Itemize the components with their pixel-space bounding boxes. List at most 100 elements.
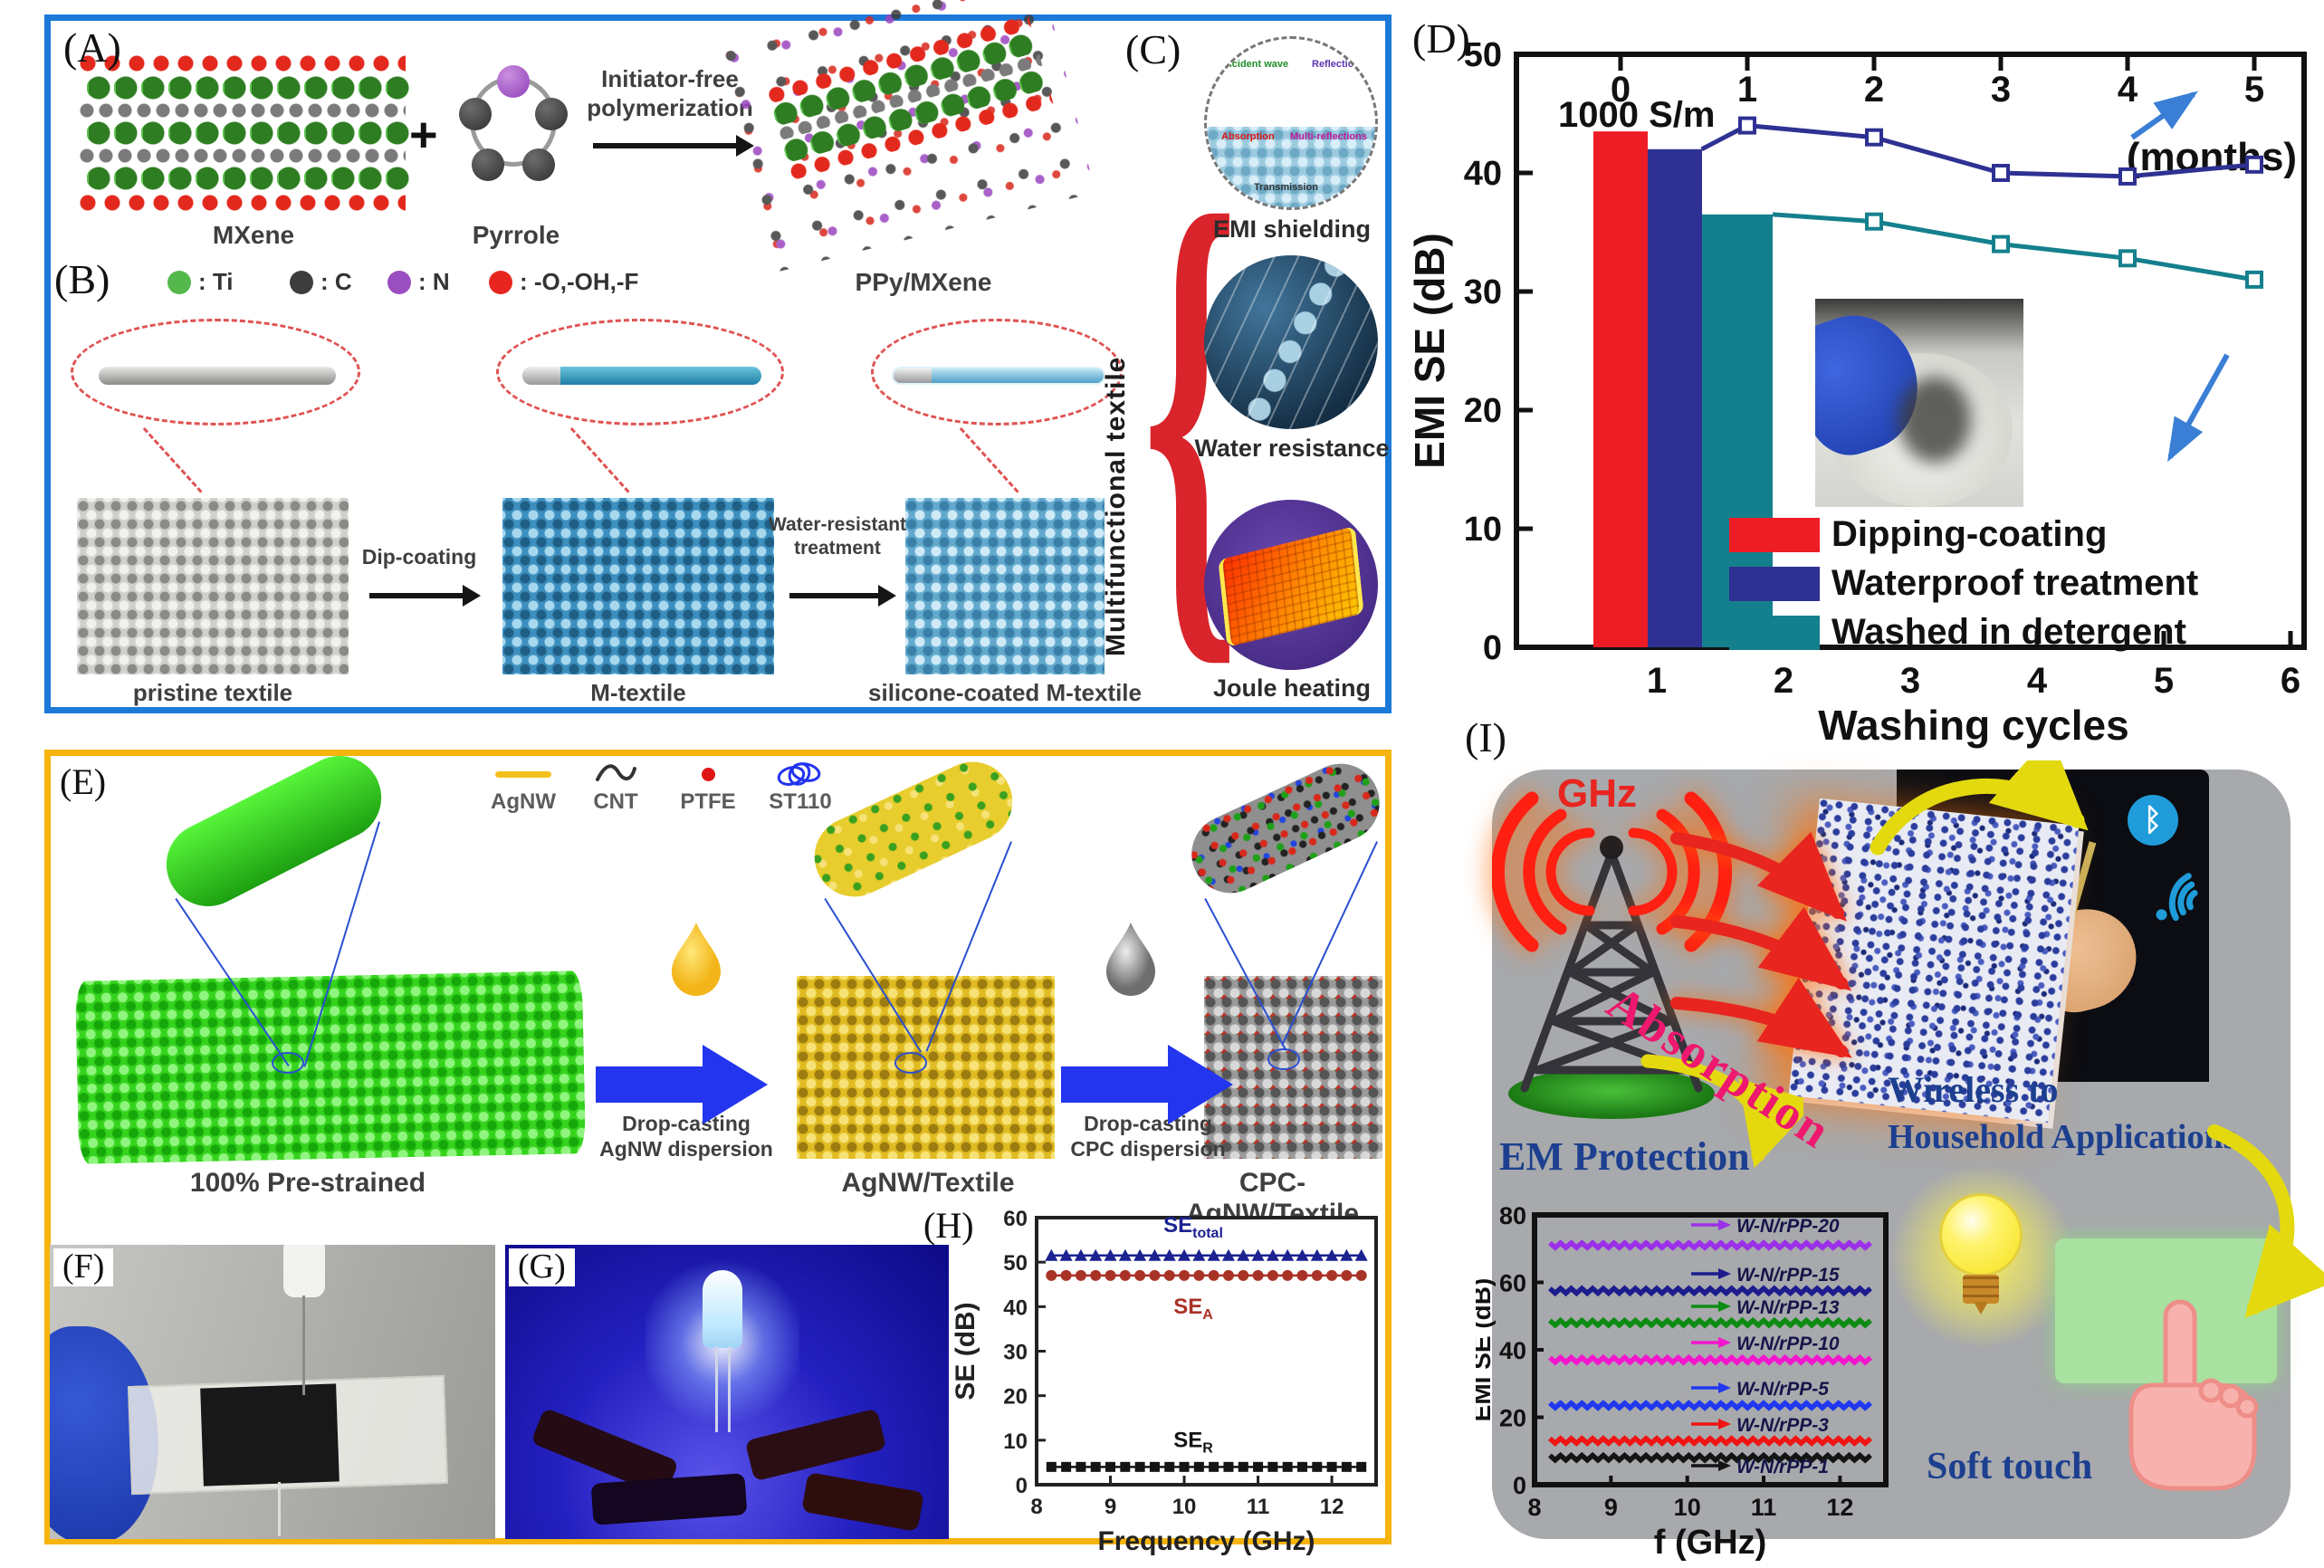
svg-text:30: 30	[1464, 273, 1502, 311]
nitrogen-atom-icon	[497, 65, 530, 98]
svg-text:11: 11	[1751, 1494, 1777, 1521]
panel-b-tag: (B)	[54, 256, 110, 302]
carbon-atom-icon	[535, 98, 568, 130]
joule-heating-image	[1204, 500, 1378, 670]
led-bulb	[703, 1270, 742, 1348]
svg-text:8: 8	[1030, 1495, 1042, 1519]
panel-e-tag: (E)	[60, 761, 107, 802]
silicone-textile-caption: silicone-coated M-textile	[868, 679, 1142, 706]
svg-text:9: 9	[1105, 1495, 1116, 1519]
rain-streaks	[1204, 255, 1378, 429]
svg-text:2: 2	[1864, 70, 1884, 110]
water-resistant-label: Water-resistant	[768, 514, 907, 535]
carbon-atom-icon	[522, 148, 555, 181]
svg-text:3: 3	[1991, 70, 2011, 110]
svg-text:60: 60	[1003, 1207, 1028, 1231]
pyrrole-molecule	[457, 65, 569, 186]
joule-heating-caption: Joule heating	[1212, 674, 1372, 702]
alligator-clip	[801, 1472, 924, 1532]
bulb-tip	[1974, 1302, 1988, 1315]
n-dot-icon	[387, 270, 411, 294]
svg-text:20: 20	[1499, 1405, 1526, 1432]
agnw-textile-caption: AgNW/Textile	[841, 1168, 1015, 1198]
water-resistance-image	[1204, 255, 1378, 429]
prestrained-caption: 100% Pre-strained	[189, 1168, 426, 1198]
em-protection-label: EM Protection	[1499, 1134, 1750, 1179]
polymerization-arrow-label: polymerization	[587, 94, 753, 121]
svg-text:1: 1	[1647, 661, 1667, 701]
dropper	[283, 1245, 325, 1297]
svg-text:Washed in detergent: Washed in detergent	[1831, 612, 2186, 652]
legend-item-agnw: AgNW	[489, 759, 558, 815]
svg-text:40: 40	[1003, 1296, 1028, 1320]
drop-casting-agnw-label: Drop-casting	[622, 1112, 751, 1135]
multifunctional-textile-label: Multifunctional textile	[1101, 356, 1131, 656]
zoom-spot	[894, 1052, 927, 1074]
emi-shielding-diagram: Incident wave Reflection Absorption Mult…	[1204, 36, 1378, 210]
touch-hand-icon	[2128, 1299, 2259, 1491]
cnt-wave-icon	[596, 764, 636, 781]
legend-item-terminations: : -O,-OH,-F	[489, 268, 638, 296]
svg-text:Frequency (GHz): Frequency (GHz)	[1097, 1526, 1315, 1556]
svg-text:EMI SE (dB): EMI SE (dB)	[1408, 233, 1453, 469]
svg-text:11: 11	[1247, 1495, 1269, 1519]
cycle-arrow	[1870, 760, 2089, 856]
svg-text:10: 10	[1172, 1495, 1197, 1519]
svg-text:4: 4	[2118, 70, 2138, 110]
m-textile-caption: M-textile	[590, 679, 686, 706]
svg-text:80: 80	[1499, 1202, 1526, 1229]
cycle-arrow	[2207, 1124, 2324, 1319]
polymerization-arrow	[593, 135, 754, 157]
multi-reflections-label: Multi-reflections	[1290, 131, 1367, 142]
incident-wave-arrows	[1670, 831, 1852, 1058]
water-resistant-label: treatment	[794, 538, 881, 559]
svg-text:1000 S/m: 1000 S/m	[1558, 95, 1715, 135]
svg-text:W-N/rPP-15: W-N/rPP-15	[1736, 1265, 1840, 1286]
svg-text:40: 40	[1499, 1337, 1526, 1364]
svg-text:4: 4	[2027, 661, 2048, 701]
panel-abc-frame	[44, 14, 1392, 713]
incident-wave-label: Incident wave	[1223, 59, 1289, 70]
svg-text:0: 0	[1016, 1474, 1028, 1498]
drop-casting-arrow	[596, 1045, 768, 1124]
svg-text:12: 12	[1320, 1495, 1344, 1519]
light-bulb-icon	[1939, 1193, 2023, 1276]
led-lead	[715, 1346, 718, 1432]
wireless-label: Wireless to	[1888, 1069, 2059, 1110]
panel-e-legend: AgNW CNT PTFE ST110	[489, 759, 835, 815]
water-stream	[278, 1482, 281, 1536]
svg-text:12: 12	[1826, 1494, 1853, 1521]
panel-h-tag: (H)	[923, 1205, 974, 1246]
svg-text:9: 9	[1604, 1494, 1618, 1521]
panel-efgh-frame	[44, 750, 1392, 1544]
bulb-base	[1963, 1275, 1999, 1304]
water-repellency-photo	[50, 1245, 495, 1539]
led-circuit-photo	[505, 1245, 949, 1539]
silicone-m-textile-swatch	[905, 498, 1105, 674]
svg-text:20: 20	[1464, 392, 1502, 430]
panel-g-tag: (G)	[509, 1248, 575, 1286]
svg-text:3: 3	[1900, 661, 1920, 701]
legend-item-n: : N	[387, 268, 450, 296]
mxene-label: MXene	[212, 221, 295, 249]
plus-sign: +	[409, 108, 438, 162]
black-fabric-patch	[200, 1383, 340, 1487]
led-lead	[728, 1346, 731, 1432]
reflection-label: Reflection	[1312, 59, 1361, 70]
ghz-label: GHz	[1557, 771, 1637, 816]
svg-text:50: 50	[1003, 1251, 1028, 1276]
svg-text:W-N/rPP-10: W-N/rPP-10	[1736, 1334, 1840, 1354]
panel-i-tag: (I)	[1465, 714, 1506, 760]
panel-f-tag: (F)	[53, 1248, 114, 1286]
dropper-tip	[302, 1296, 305, 1395]
silicone-coated-fiber	[892, 367, 1105, 385]
svg-text:0: 0	[1513, 1472, 1526, 1499]
svg-text:0: 0	[1483, 629, 1502, 667]
ti-dot-icon	[167, 270, 191, 294]
textile-cross-section	[1207, 126, 1375, 207]
ptfe-dot-icon	[701, 767, 715, 781]
panel-a-tag: (A)	[63, 24, 121, 71]
svg-text:5: 5	[2154, 661, 2174, 701]
